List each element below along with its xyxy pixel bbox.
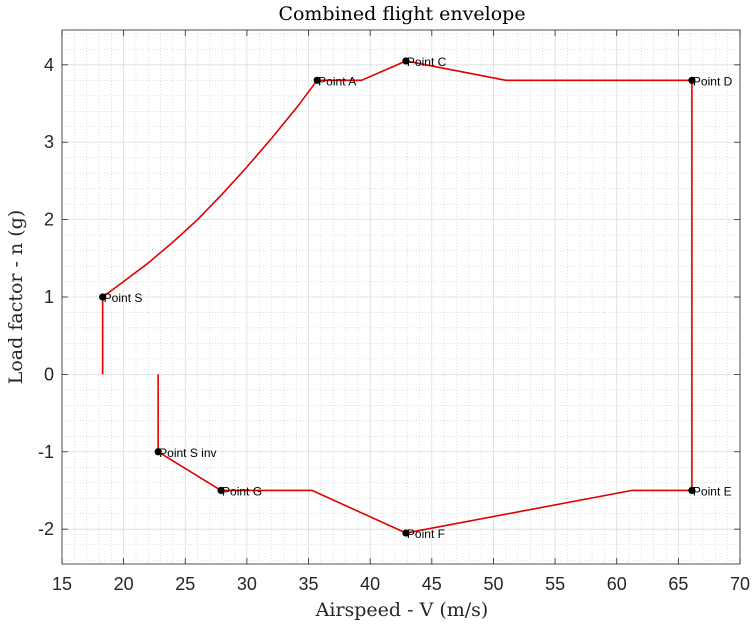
envelope-series [101, 60, 693, 534]
x-tick-label: 25 [175, 574, 195, 594]
y-tick-label: 0 [44, 364, 54, 384]
x-tick-label: 60 [607, 574, 627, 594]
y-axis-label: Load factor - n (g) [5, 210, 27, 385]
point-label: Point G [222, 484, 262, 498]
point-label: Point C [407, 55, 447, 69]
point-marker [154, 448, 162, 456]
chart-title: Combined flight envelope [278, 3, 525, 25]
point-marker [99, 293, 107, 301]
x-tick-label: 30 [237, 574, 257, 594]
axis-ticks [61, 30, 741, 564]
x-axis-label: Airspeed - V (m/s) [315, 599, 489, 621]
x-tick-labels: 15 20 25 30 35 40 45 50 55 60 65 70 [52, 574, 750, 594]
y-tick-labels: -2 -1 0 1 2 3 4 [38, 55, 54, 539]
point-marker [217, 486, 225, 495]
point-label: Point S [104, 291, 143, 305]
point-marker [688, 486, 696, 495]
y-tick-label: 2 [44, 210, 54, 230]
envelope-line [101, 60, 693, 534]
major-grid [61, 30, 741, 564]
point-label: Point F [407, 527, 445, 541]
x-tick-label: 20 [114, 574, 134, 594]
y-tick-label: -1 [38, 442, 54, 462]
point-label: Point E [693, 484, 732, 498]
point-marker [402, 57, 410, 65]
point-label: Point D [693, 74, 733, 88]
y-tick-label: 4 [44, 55, 54, 75]
y-tick-label: 3 [44, 132, 54, 152]
x-tick-label: 35 [299, 574, 319, 594]
x-tick-label: 65 [668, 574, 688, 594]
point-markers [99, 57, 696, 537]
x-tick-label: 55 [545, 574, 565, 594]
point-label: Point A [318, 74, 356, 88]
point-marker [313, 76, 321, 84]
point-labels: Point A Point C Point D Point S Point S inv P… [104, 55, 733, 541]
x-tick-label: 50 [483, 574, 503, 594]
x-tick-label: 70 [730, 574, 750, 594]
y-tick-label: -2 [38, 519, 54, 539]
x-tick-label: 40 [360, 574, 380, 594]
point-marker [402, 529, 410, 537]
x-tick-label: 45 [422, 574, 442, 594]
point-marker [688, 76, 696, 84]
x-tick-label: 15 [52, 574, 72, 594]
y-tick-label: 1 [44, 287, 54, 307]
point-label: Point S inv [159, 446, 216, 460]
